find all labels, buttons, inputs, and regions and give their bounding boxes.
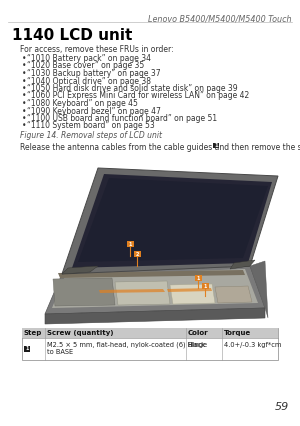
Polygon shape bbox=[115, 281, 170, 305]
Bar bbox=[18, 151, 285, 326]
Text: to BASE: to BASE bbox=[47, 349, 73, 355]
Text: Release the antenna cables from the cable guides and then remove the screws: Release the antenna cables from the cabl… bbox=[20, 143, 300, 152]
Text: 1140 LCD unit: 1140 LCD unit bbox=[12, 28, 132, 43]
Text: •: • bbox=[22, 54, 26, 63]
Text: •: • bbox=[22, 69, 26, 78]
Text: “1080 Keyboard” on page 45: “1080 Keyboard” on page 45 bbox=[27, 99, 138, 108]
Text: For access, remove these FRUs in order:: For access, remove these FRUs in order: bbox=[20, 45, 174, 54]
Bar bbox=[202, 283, 208, 289]
Text: Screw (quantity): Screw (quantity) bbox=[47, 330, 113, 336]
Polygon shape bbox=[62, 168, 278, 274]
Text: 59: 59 bbox=[275, 402, 289, 412]
Text: “1020 Base cover” on page 35: “1020 Base cover” on page 35 bbox=[27, 61, 144, 70]
Text: •: • bbox=[22, 114, 26, 123]
Text: 4.0+/-0.3 kgf*cm: 4.0+/-0.3 kgf*cm bbox=[224, 342, 281, 348]
Text: •: • bbox=[22, 121, 26, 130]
Bar bbox=[194, 275, 202, 281]
Polygon shape bbox=[170, 284, 215, 304]
Polygon shape bbox=[62, 266, 98, 274]
Text: “1090 Keyboard bezel” on page 47: “1090 Keyboard bezel” on page 47 bbox=[27, 106, 161, 115]
Text: “1050 Hard disk drive and solid state disk” on page 39: “1050 Hard disk drive and solid state di… bbox=[27, 84, 238, 93]
Text: 2: 2 bbox=[135, 251, 139, 256]
Text: “1100 USB board and function board” on page 51: “1100 USB board and function board” on p… bbox=[27, 114, 217, 123]
Text: Color: Color bbox=[188, 330, 208, 336]
Text: 1: 1 bbox=[203, 283, 207, 288]
Polygon shape bbox=[45, 308, 265, 324]
Text: “1010 Battery pack” on page 34: “1010 Battery pack” on page 34 bbox=[27, 54, 151, 63]
Text: “1030 Backup battery” on page 37: “1030 Backup battery” on page 37 bbox=[27, 69, 161, 78]
Text: 1: 1 bbox=[214, 143, 218, 148]
Text: •: • bbox=[22, 92, 26, 101]
Text: •: • bbox=[22, 61, 26, 70]
Polygon shape bbox=[215, 286, 252, 303]
Bar bbox=[24, 346, 30, 352]
Text: Step: Step bbox=[24, 330, 42, 336]
Polygon shape bbox=[58, 270, 245, 278]
Text: Figure 14. Removal steps of LCD unit: Figure 14. Removal steps of LCD unit bbox=[20, 131, 162, 140]
Text: “1110 System board” on page 53: “1110 System board” on page 53 bbox=[27, 121, 155, 130]
Text: Lenovo B5400/M5400/M5400 Touch: Lenovo B5400/M5400/M5400 Touch bbox=[148, 14, 292, 23]
Bar bbox=[22, 328, 278, 360]
Text: •: • bbox=[22, 84, 26, 93]
Polygon shape bbox=[72, 174, 272, 268]
Polygon shape bbox=[167, 288, 212, 292]
Text: 1: 1 bbox=[25, 346, 29, 351]
Bar bbox=[22, 328, 278, 338]
Text: Black: Black bbox=[188, 342, 206, 348]
Text: •: • bbox=[22, 99, 26, 108]
Polygon shape bbox=[53, 278, 115, 306]
Text: “1040 Optical drive” on page 38: “1040 Optical drive” on page 38 bbox=[27, 77, 151, 86]
Text: Torque: Torque bbox=[224, 330, 251, 336]
Polygon shape bbox=[78, 178, 268, 262]
Bar bbox=[213, 143, 219, 148]
Bar bbox=[127, 241, 134, 247]
Text: 1: 1 bbox=[196, 276, 200, 280]
Text: 1: 1 bbox=[128, 242, 132, 247]
Polygon shape bbox=[52, 269, 258, 308]
Text: •: • bbox=[22, 106, 26, 115]
Polygon shape bbox=[99, 289, 165, 293]
Text: M2.5 × 5 mm, flat-head, nylok-coated (6) Hinge: M2.5 × 5 mm, flat-head, nylok-coated (6)… bbox=[47, 342, 207, 348]
Bar bbox=[134, 251, 140, 257]
Polygon shape bbox=[230, 260, 255, 269]
Polygon shape bbox=[45, 266, 265, 314]
Text: •: • bbox=[22, 77, 26, 86]
Text: “1060 PCI Express Mini Card for wireless LAN” on page 42: “1060 PCI Express Mini Card for wireless… bbox=[27, 92, 249, 101]
Polygon shape bbox=[250, 261, 268, 318]
